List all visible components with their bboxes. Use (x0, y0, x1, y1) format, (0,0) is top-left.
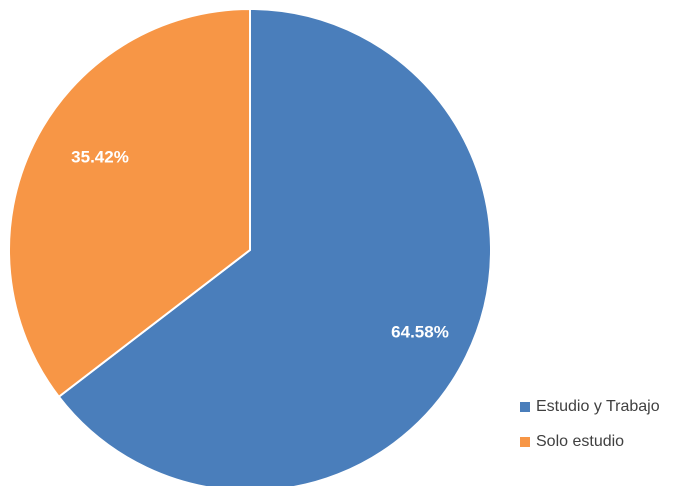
pie-slice-estudio-y-trabajo (57, 7, 492, 486)
legend-label-solo-estudio: Solo estudio (536, 433, 625, 450)
data-label-solo-estudio: 35.42% (71, 147, 129, 166)
pie-slice-solo-estudio (8, 7, 251, 399)
legend-swatch-estudio-y-trabajo (520, 402, 530, 412)
pie-data-labels: 64.58% 35.42% (71, 147, 449, 341)
legend-swatch-solo-estudio (520, 437, 530, 447)
pie-slices (8, 7, 492, 486)
legend-item-estudio-y-trabajo: Estudio y Trabajo (520, 395, 660, 419)
chart-legend: Estudio y Trabajo Solo estudio (520, 395, 660, 465)
data-label-estudio-y-trabajo: 64.58% (391, 322, 449, 341)
legend-item-solo-estudio: Solo estudio (520, 430, 660, 454)
legend-label-estudio-y-trabajo: Estudio y Trabajo (536, 398, 660, 415)
